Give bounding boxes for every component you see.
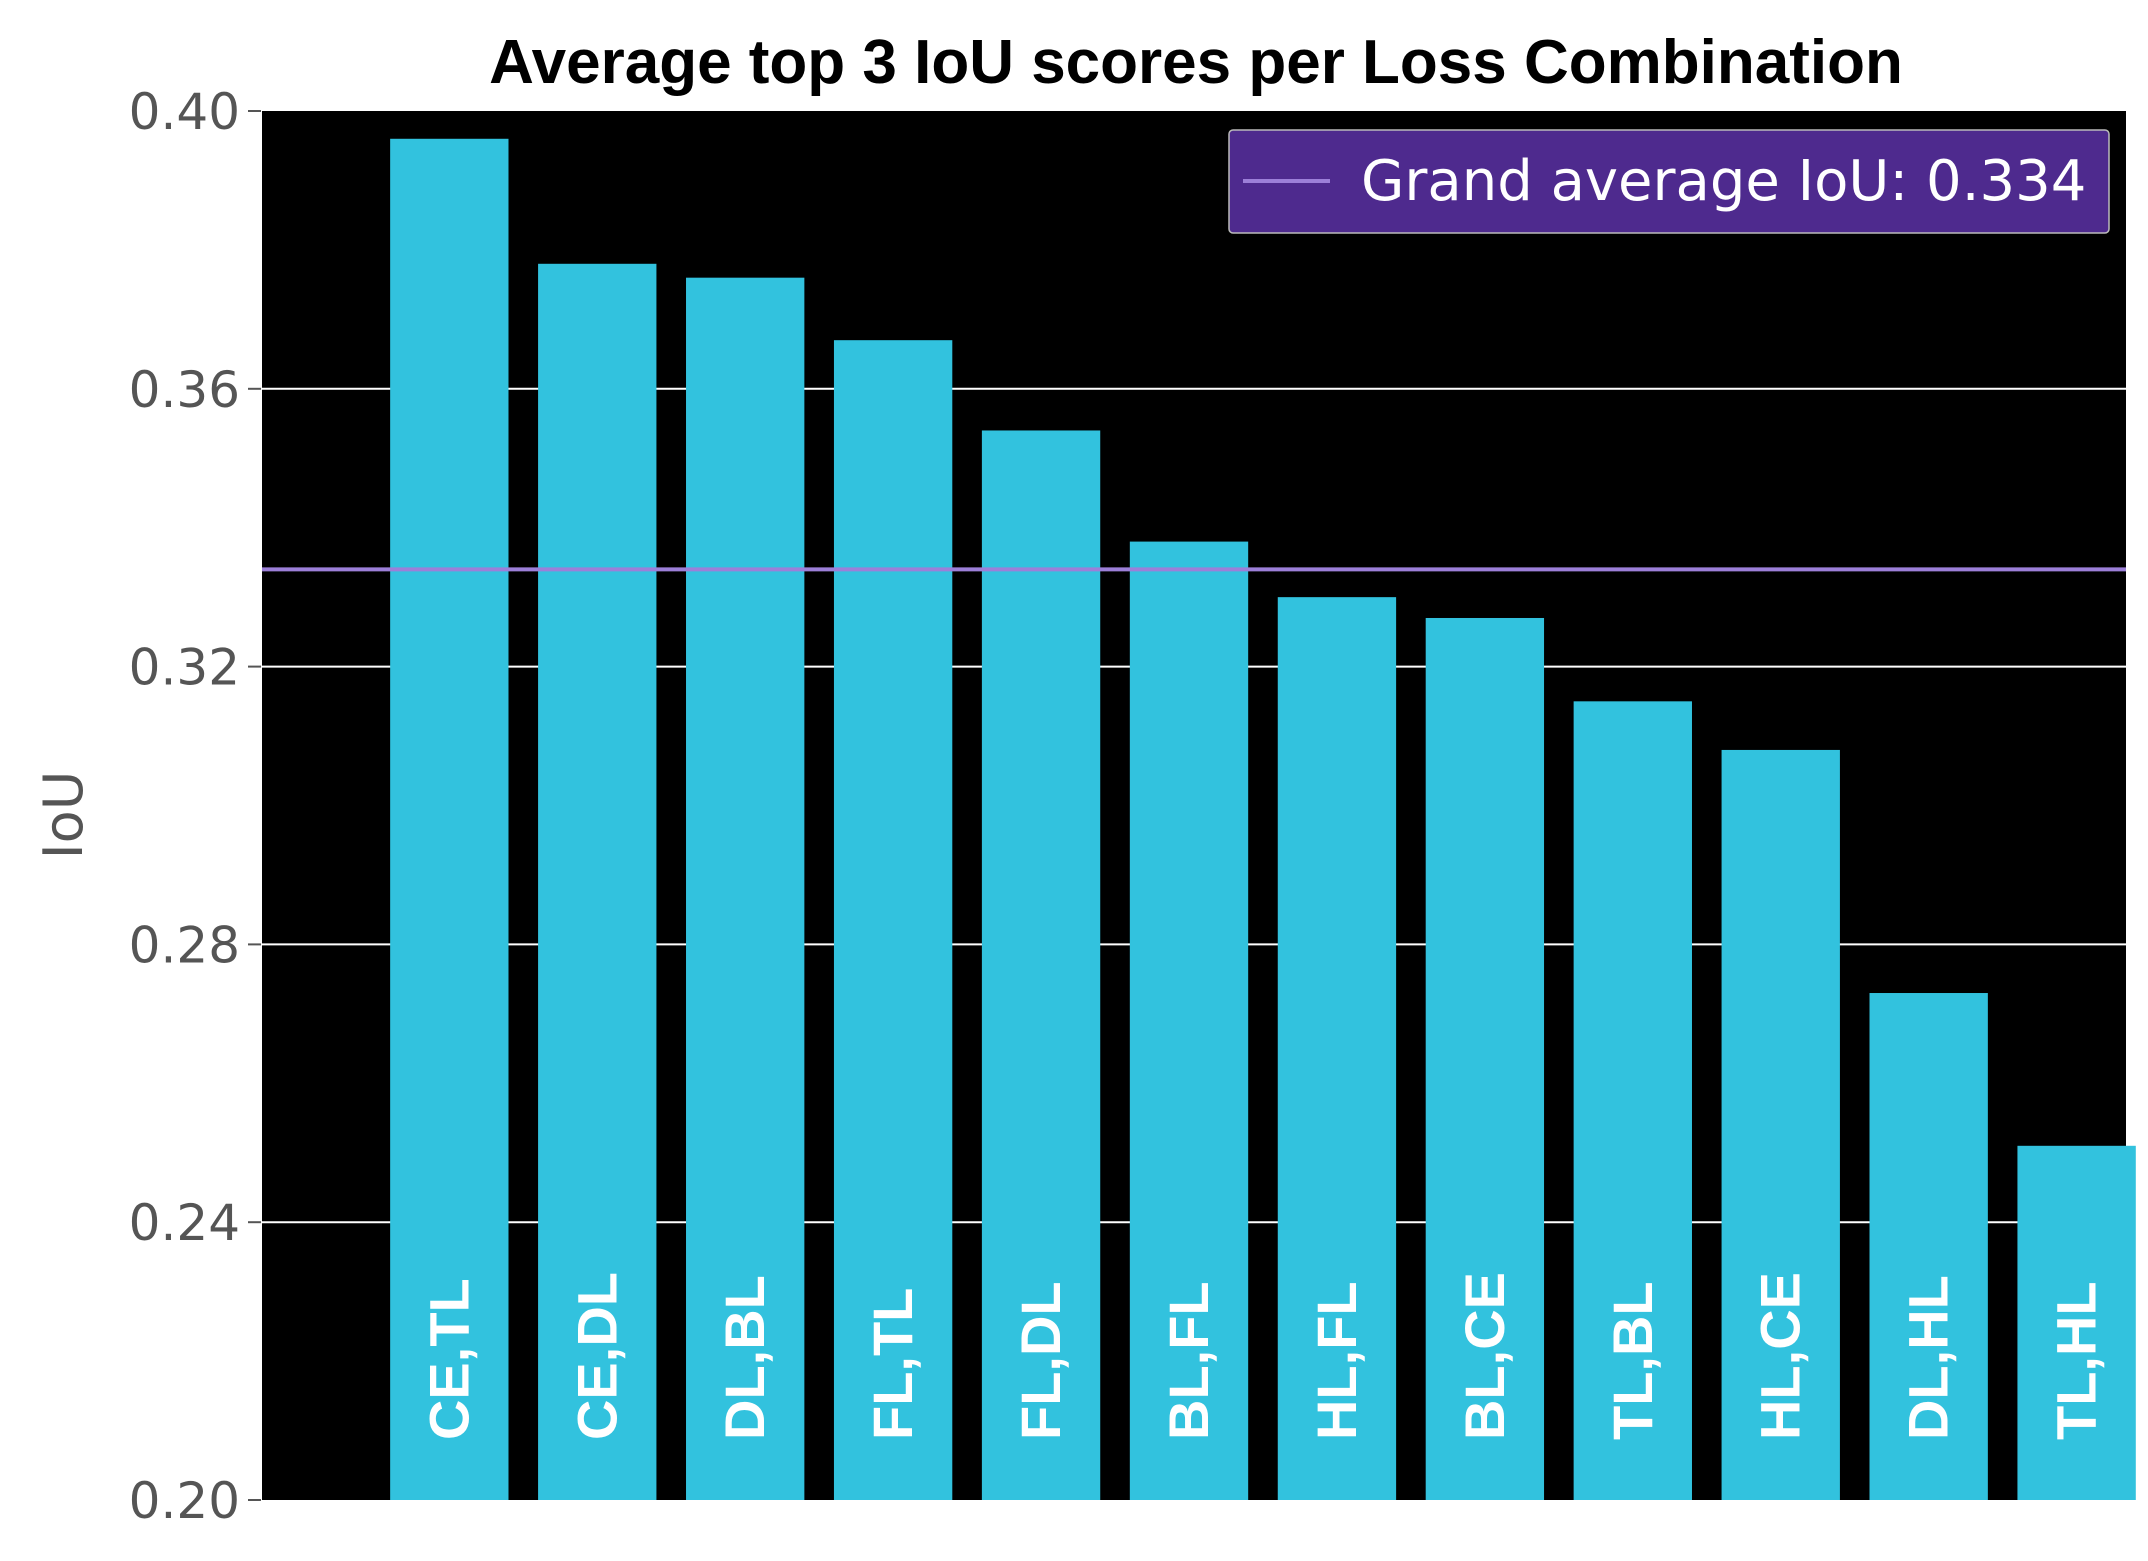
bar-label: FL,TL	[861, 1288, 924, 1440]
bar	[1129, 541, 1249, 1500]
bars: CE,TL CE,DL DL,BL FL,TL FL,DL BL,FL HL,FL BL,CE…	[390, 138, 2136, 1501]
bar-label: CE,DL	[565, 1272, 628, 1440]
bar	[1869, 993, 1988, 1500]
bar-label: TL,BL	[1601, 1281, 1664, 1440]
bar	[1425, 617, 1545, 1500]
y-axis-label: IoU	[32, 771, 95, 860]
bar	[1573, 701, 1692, 1500]
legend-label: Grand average IoU: 0.334	[1361, 149, 2086, 214]
y-tick-label: 0.28	[129, 916, 240, 974]
bar-label: CE,TL	[417, 1278, 480, 1440]
y-tick-label: 0.40	[129, 83, 240, 141]
bar	[2017, 1145, 2136, 1500]
bar	[538, 263, 657, 1500]
bar	[1721, 749, 1840, 1500]
bar-label: FL,DL	[1009, 1281, 1072, 1440]
y-axis: 0.20 0.24 0.28 0.32 0.36 0.40	[129, 83, 261, 1530]
y-tick-label: 0.32	[129, 639, 240, 697]
bar	[390, 138, 509, 1500]
y-tick-label: 0.20	[129, 1472, 240, 1530]
bar-label: TL,HL	[2045, 1281, 2108, 1440]
bar-label: BL,CE	[1453, 1272, 1516, 1440]
bar	[1277, 597, 1397, 1500]
legend: Grand average IoU: 0.334	[1228, 129, 2110, 234]
bar-label: BL,FL	[1157, 1281, 1220, 1440]
bar-label: HL,FL	[1305, 1281, 1368, 1440]
bar	[686, 277, 805, 1501]
bar-label: DL,HL	[1897, 1275, 1960, 1440]
bar-label: HL,CE	[1749, 1272, 1812, 1440]
chart-title: Average top 3 IoU scores per Loss Combin…	[489, 28, 1903, 97]
y-tick-label: 0.24	[129, 1194, 240, 1252]
bar	[833, 340, 953, 1500]
bar	[981, 430, 1101, 1501]
legend-box	[1228, 129, 2110, 234]
bar-label: DL,BL	[713, 1275, 776, 1440]
y-tick-label: 0.36	[129, 361, 240, 419]
